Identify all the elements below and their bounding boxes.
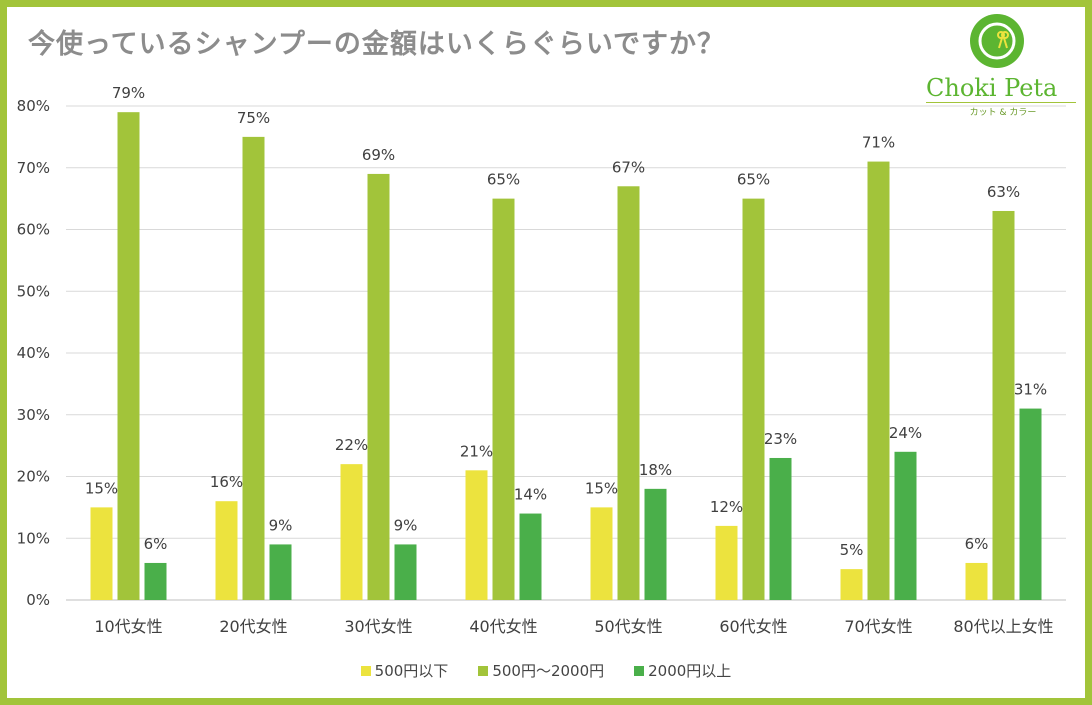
logo-subtitle: カット & カラー bbox=[969, 108, 1037, 118]
data-label: 9% bbox=[269, 516, 293, 534]
data-label: 79% bbox=[112, 84, 145, 102]
data-label: 23% bbox=[764, 430, 797, 448]
bar bbox=[394, 544, 417, 600]
legend-label-mid: 500円〜2000円 bbox=[492, 662, 605, 680]
data-label: 12% bbox=[710, 498, 743, 516]
y-tick-label: 60% bbox=[17, 221, 50, 239]
bar bbox=[465, 470, 488, 600]
bar bbox=[340, 464, 363, 600]
data-label: 65% bbox=[737, 171, 770, 189]
legend-item-mid[interactable]: 500円〜2000円 bbox=[478, 660, 604, 681]
bar bbox=[894, 451, 917, 600]
y-tick-label: 40% bbox=[17, 344, 50, 362]
logo-divider bbox=[926, 102, 1076, 103]
bar bbox=[117, 112, 140, 601]
x-tick-label: 30代女性 bbox=[344, 617, 412, 636]
bar bbox=[992, 210, 1015, 600]
data-label: 63% bbox=[987, 183, 1020, 201]
data-label: 15% bbox=[85, 479, 118, 497]
data-label: 75% bbox=[237, 109, 270, 127]
legend-swatch-mid bbox=[478, 665, 489, 676]
brand-logo[interactable]: Choki Peta カット & カラー bbox=[918, 14, 1078, 118]
bar bbox=[269, 544, 292, 600]
data-label: 21% bbox=[460, 442, 493, 460]
x-tick-label: 70代女性 bbox=[844, 617, 912, 636]
x-tick-label: 80代以上女性 bbox=[953, 617, 1053, 636]
x-tick-label: 40代女性 bbox=[469, 617, 537, 636]
legend-label-low: 500円以下 bbox=[374, 662, 449, 680]
bar bbox=[644, 488, 667, 600]
data-label: 24% bbox=[889, 424, 922, 442]
data-label: 31% bbox=[1014, 381, 1047, 399]
bar bbox=[242, 136, 265, 600]
legend-swatch-low bbox=[360, 665, 371, 676]
legend-item-low[interactable]: 500円以下 bbox=[360, 660, 449, 681]
data-label: 6% bbox=[144, 535, 168, 553]
data-label: 5% bbox=[840, 541, 864, 559]
bar bbox=[617, 186, 640, 600]
bar bbox=[144, 562, 167, 600]
bar bbox=[769, 457, 792, 600]
y-tick-label: 50% bbox=[17, 282, 50, 300]
bar bbox=[90, 507, 113, 600]
y-tick-label: 10% bbox=[17, 529, 50, 547]
x-tick-label: 50代女性 bbox=[594, 617, 662, 636]
legend-item-high[interactable]: 2000円以上 bbox=[634, 660, 731, 681]
logo-name: Choki Peta bbox=[926, 74, 1058, 102]
data-label: 14% bbox=[514, 486, 547, 504]
data-label: 16% bbox=[210, 473, 243, 491]
data-label: 69% bbox=[362, 146, 395, 164]
bar bbox=[715, 525, 738, 600]
bar bbox=[519, 513, 542, 600]
bar bbox=[215, 501, 238, 600]
chart-title: 今使っているシャンプーの金額はいくらぐらいですか？ bbox=[28, 29, 726, 60]
legend-swatch-high bbox=[634, 665, 645, 676]
bar bbox=[1019, 408, 1042, 600]
y-tick-label: 0% bbox=[26, 591, 50, 609]
data-label: 9% bbox=[394, 516, 418, 534]
y-tick-label: 30% bbox=[17, 406, 50, 424]
bar bbox=[590, 507, 613, 600]
data-label: 22% bbox=[335, 436, 368, 454]
data-label: 71% bbox=[862, 134, 895, 152]
bar bbox=[840, 569, 863, 600]
data-label: 67% bbox=[612, 158, 645, 176]
y-tick-label: 80% bbox=[17, 97, 50, 115]
x-tick-label: 60代女性 bbox=[719, 617, 787, 636]
bar bbox=[742, 198, 765, 600]
bar bbox=[367, 173, 390, 601]
chart-legend: 500円以下 500円〜2000円 2000円以上 bbox=[0, 660, 1092, 681]
y-tick-label: 20% bbox=[17, 468, 50, 486]
bar bbox=[867, 161, 890, 600]
bar bbox=[492, 198, 515, 600]
bar bbox=[965, 562, 988, 600]
scissors-icon bbox=[970, 14, 1024, 68]
x-tick-label: 10代女性 bbox=[94, 617, 162, 636]
legend-label-high: 2000円以上 bbox=[648, 662, 732, 680]
data-label: 65% bbox=[487, 171, 520, 189]
y-tick-label: 70% bbox=[17, 159, 50, 177]
x-tick-label: 20代女性 bbox=[219, 617, 287, 636]
data-label: 18% bbox=[639, 461, 672, 479]
data-label: 6% bbox=[965, 535, 989, 553]
data-label: 15% bbox=[585, 479, 618, 497]
